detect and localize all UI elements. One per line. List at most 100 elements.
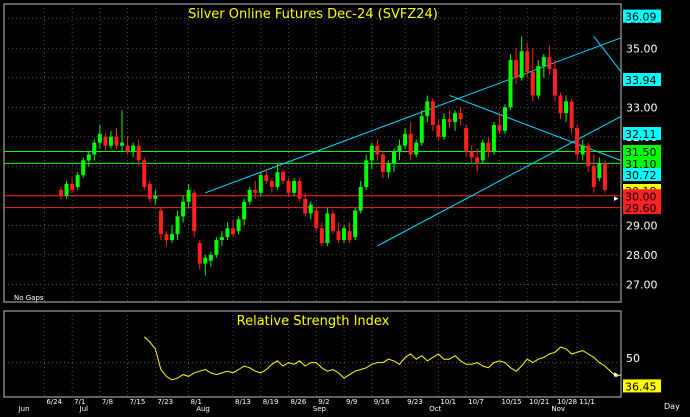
candle-body	[286, 181, 291, 193]
candle	[447, 110, 452, 128]
candle-body	[569, 101, 574, 128]
candle-body	[325, 213, 330, 243]
candle	[214, 237, 219, 258]
candle	[181, 195, 186, 223]
candle-body	[580, 145, 585, 155]
candle	[164, 231, 169, 246]
x-tick-label: 10/15	[501, 398, 521, 406]
candlesticks	[59, 36, 607, 276]
candle	[308, 201, 313, 220]
candle-body	[103, 136, 108, 146]
candle	[508, 54, 513, 111]
candle-body	[414, 142, 419, 155]
candle	[503, 104, 507, 134]
candle	[59, 186, 63, 199]
candle	[430, 98, 435, 131]
rsi-title: Relative Strength Index	[237, 314, 390, 329]
candle-body	[425, 101, 430, 117]
candle-body	[203, 257, 208, 264]
candle	[497, 113, 502, 134]
candle	[580, 139, 585, 161]
price-tag-label: 30.00	[625, 190, 657, 203]
candle-body	[380, 154, 385, 173]
rsi-current-arrow-icon: ▸	[614, 370, 619, 380]
candle	[136, 139, 141, 167]
candle	[286, 178, 291, 196]
candle-body	[297, 181, 302, 199]
candle-body	[408, 133, 413, 155]
price-tag: 36.09	[623, 9, 661, 24]
candle-body	[558, 95, 563, 114]
candle-body	[480, 142, 485, 161]
candle-body	[586, 145, 591, 167]
candle-body	[386, 163, 391, 173]
candle-body	[97, 133, 102, 143]
candle	[419, 110, 424, 146]
x-tick-label: 8/1	[191, 398, 202, 406]
candle	[364, 154, 369, 190]
y-tick-label: 28.00	[626, 249, 658, 262]
candle-body	[514, 60, 519, 78]
x-tick-label: 7/23	[157, 398, 173, 406]
price-tag-label: 31.50	[625, 146, 657, 159]
candle	[108, 130, 113, 149]
candle	[541, 54, 546, 78]
candle-body	[503, 107, 507, 131]
candle	[397, 139, 402, 161]
candle-body	[253, 189, 258, 193]
support-resistance-lines	[4, 151, 621, 209]
candle-body	[447, 119, 452, 123]
candle	[453, 110, 458, 131]
x-tick-label: 9/23	[407, 398, 423, 406]
candle	[425, 95, 430, 123]
candle-body	[236, 219, 241, 232]
candle-body	[342, 228, 347, 241]
price-tag-bg	[623, 73, 661, 87]
candle	[525, 42, 530, 78]
price-tag-label: 36.09	[625, 11, 657, 24]
candle	[469, 145, 474, 164]
candle-body	[275, 172, 280, 187]
y-tick-label: 35.00	[626, 42, 658, 55]
candle-body	[430, 101, 435, 125]
price-tag: 33.94	[623, 73, 661, 87]
candle	[325, 207, 330, 246]
price-tag: 31.10	[623, 156, 661, 171]
rsi-value-tag-bg	[623, 379, 661, 393]
candle	[242, 198, 247, 226]
no-gaps-label: No Gaps	[14, 294, 44, 302]
interval-label: Day	[664, 402, 680, 411]
candle	[353, 207, 358, 241]
trendline	[593, 36, 621, 73]
candle-body	[591, 166, 596, 187]
month-label: Jul	[79, 405, 89, 413]
candle	[480, 139, 485, 164]
candle	[170, 225, 174, 243]
candle	[436, 119, 441, 140]
candle	[569, 98, 574, 134]
candle	[158, 207, 163, 241]
candle	[392, 148, 396, 173]
candle-body	[114, 136, 119, 146]
candle-body	[214, 240, 219, 255]
candle-body	[403, 133, 408, 146]
x-tick-label: 10/28	[557, 398, 577, 406]
candle	[208, 251, 213, 267]
candle	[114, 127, 119, 149]
candle	[192, 189, 197, 238]
candle-body	[319, 228, 324, 243]
y-tick-label: 29.00	[626, 219, 658, 232]
candle-body	[86, 154, 91, 161]
candle-body	[269, 181, 274, 187]
price-tag: 31.50	[623, 145, 661, 159]
candle-body	[597, 163, 602, 179]
candle	[236, 216, 241, 235]
candle-body	[419, 116, 424, 143]
candle-body	[336, 231, 341, 241]
candle	[75, 172, 80, 190]
candle	[514, 48, 519, 84]
price-pane-frame	[3, 3, 622, 303]
candle	[575, 124, 580, 161]
